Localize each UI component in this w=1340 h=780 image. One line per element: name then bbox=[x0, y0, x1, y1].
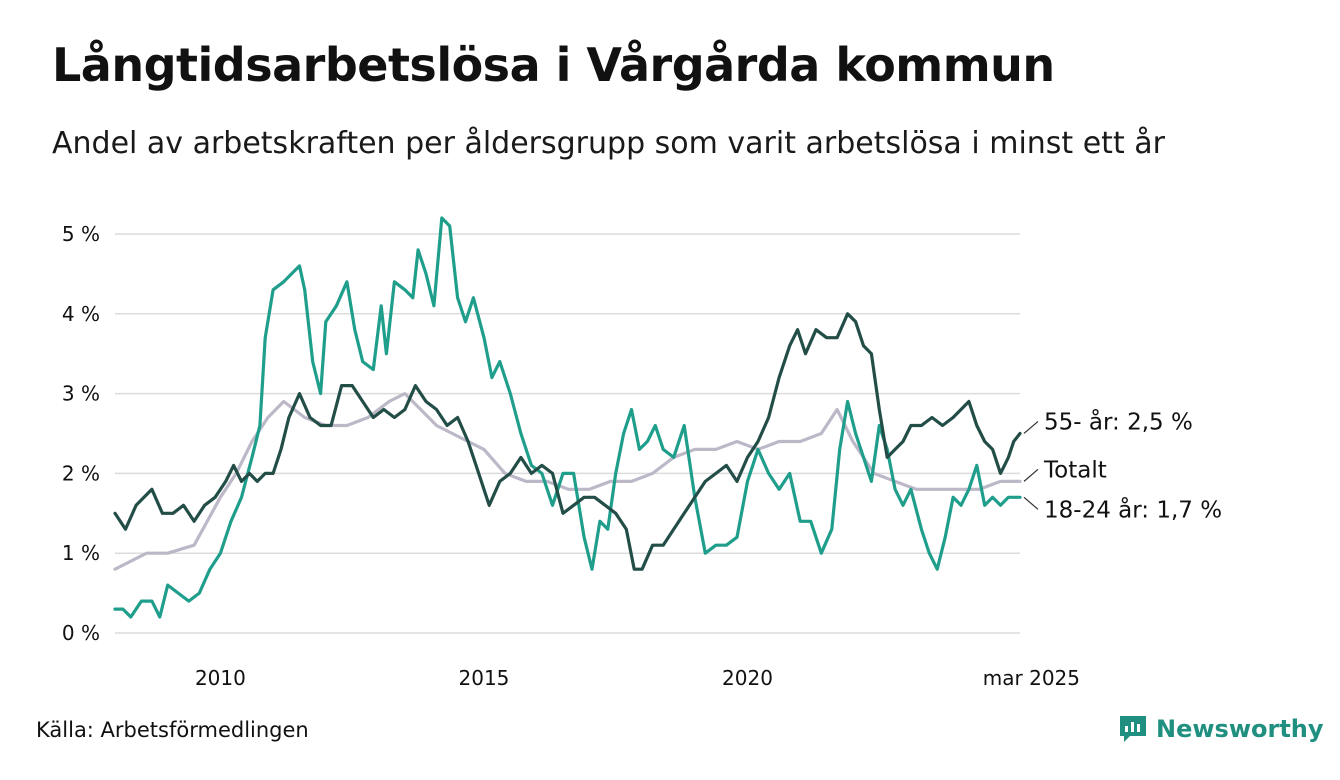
chart-series bbox=[113, 216, 1022, 619]
series-line-55-r bbox=[113, 312, 1022, 571]
y-tick-label: 0 % bbox=[62, 621, 100, 645]
series-labels: 55- år: 2,5 % Totalt 18-24 år: 1,7 % bbox=[1023, 407, 1222, 523]
x-tick-label: 2010 bbox=[195, 666, 246, 690]
series-end-label: Totalt bbox=[1043, 457, 1107, 483]
y-tick-label: 4 % bbox=[62, 302, 100, 326]
page-title: Långtidsarbetslösa i Vårgårda kommun bbox=[52, 38, 1055, 92]
x-tick-label: 2015 bbox=[459, 666, 510, 690]
label-connector bbox=[1023, 468, 1039, 482]
brand-name: Newsworthy bbox=[1156, 715, 1324, 743]
source-note: Källa: Arbetsförmedlingen bbox=[36, 718, 309, 742]
series-line-18-24-r bbox=[113, 216, 1022, 619]
label-connector bbox=[1023, 496, 1039, 510]
label-connector bbox=[1023, 420, 1039, 434]
newsworthy-logo-icon bbox=[1120, 716, 1146, 742]
series-end-label: 55- år: 2,5 % bbox=[1044, 407, 1193, 435]
page-subtitle: Andel av arbetskraften per åldersgrupp s… bbox=[52, 126, 1165, 161]
x-tick-label: mar 2025 bbox=[983, 666, 1080, 690]
x-tick-label: 2020 bbox=[722, 666, 773, 690]
series-line-totalt bbox=[113, 392, 1022, 571]
y-tick-label: 5 % bbox=[62, 222, 100, 246]
series-end-label: 18-24 år: 1,7 % bbox=[1044, 495, 1222, 523]
brand-logo: Newsworthy bbox=[1118, 714, 1324, 744]
x-axis: 2010 2015 2020 mar 2025 bbox=[195, 666, 1080, 690]
y-tick-label: 2 % bbox=[62, 461, 100, 485]
y-tick-label: 1 % bbox=[62, 541, 100, 565]
y-tick-label: 3 % bbox=[62, 382, 100, 406]
y-axis: 0 % 1 % 2 % 3 % 4 % 5 % bbox=[62, 222, 100, 645]
